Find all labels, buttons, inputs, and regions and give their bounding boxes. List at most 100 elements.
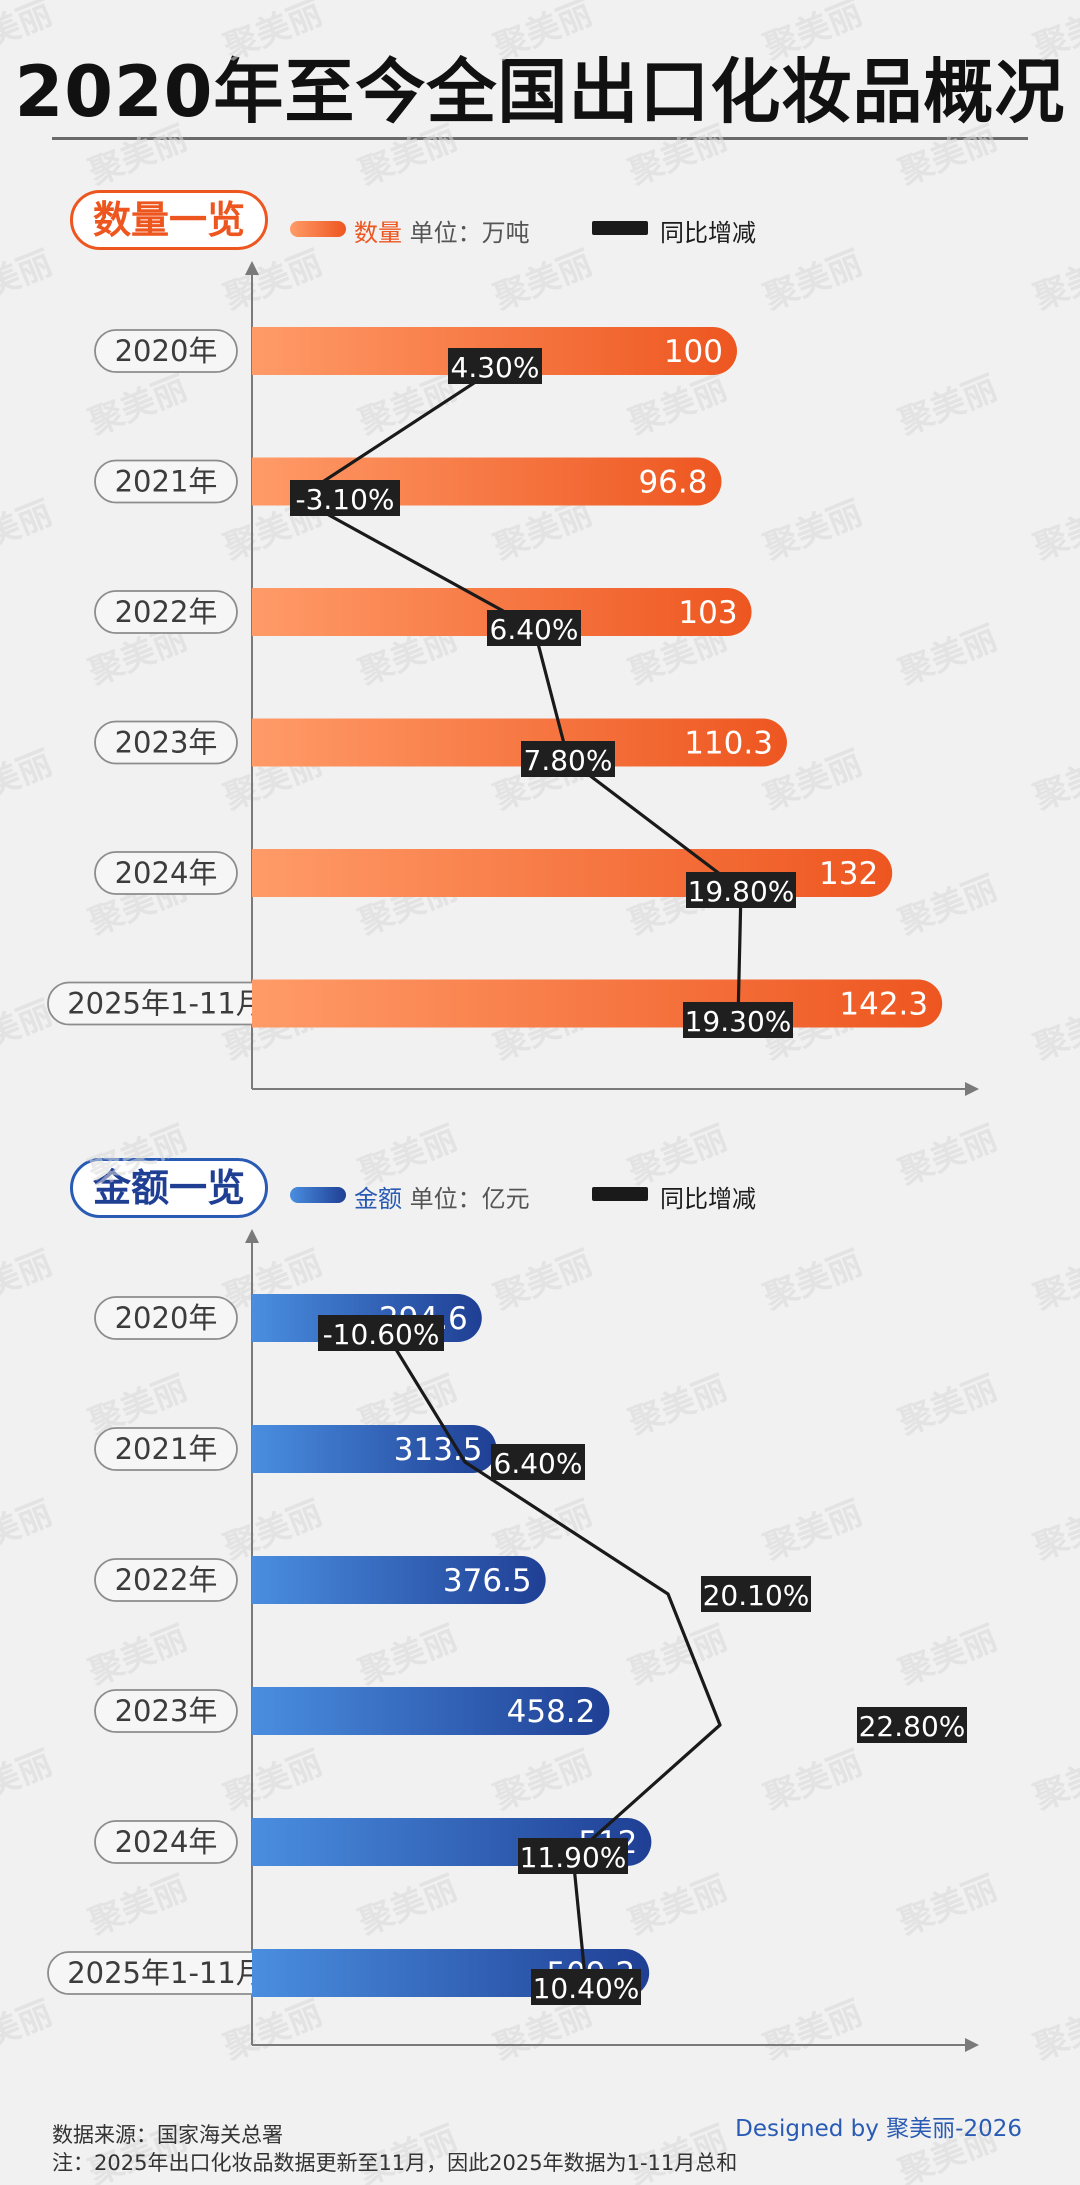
quantity-bar bbox=[252, 849, 893, 897]
amount-bar-value: 313.5 bbox=[394, 1432, 483, 1468]
watermark-text: 聚美丽 bbox=[1027, 993, 1080, 1069]
watermark-text: 聚美丽 bbox=[0, 0, 58, 69]
watermark-text: 聚美丽 bbox=[487, 243, 597, 319]
watermark-text: 聚美丽 bbox=[1027, 1243, 1080, 1319]
quantity-panel-badge: 数量一览 bbox=[70, 190, 269, 250]
watermark-text: 聚美丽 bbox=[0, 1993, 58, 2069]
watermark-text: 聚美丽 bbox=[0, 1743, 58, 1819]
watermark-text: 聚美丽 bbox=[892, 1368, 1002, 1444]
watermark-text: 聚美丽 bbox=[0, 1243, 58, 1319]
watermark-text: 聚美丽 bbox=[217, 243, 327, 319]
quantity-change-label-box bbox=[487, 610, 581, 646]
amount-change-label-box bbox=[318, 1315, 444, 1351]
amount-change-label: 20.10% bbox=[703, 1579, 810, 1612]
amount-bar bbox=[252, 1425, 497, 1473]
watermark-text: 聚美丽 bbox=[217, 0, 327, 69]
watermark-text: 聚美丽 bbox=[622, 368, 732, 444]
quantity-change-label: 19.30% bbox=[685, 1005, 792, 1038]
watermark-text: 聚美丽 bbox=[0, 743, 58, 819]
amount-category-pill bbox=[94, 1689, 238, 1733]
amount-change-label: 11.90% bbox=[520, 1841, 627, 1874]
amount-panel-badge: 金额一览 bbox=[70, 1158, 269, 1218]
watermark-text: 聚美丽 bbox=[487, 1743, 597, 1819]
amount-legend-unit: 单位：亿元 bbox=[409, 1185, 530, 1213]
amount-category-pill bbox=[94, 1427, 238, 1471]
watermark-text: 聚美丽 bbox=[352, 1868, 462, 1944]
watermark-text: 聚美丽 bbox=[757, 1243, 867, 1319]
quantity-category-pill bbox=[94, 590, 238, 634]
quantity-legend-unit: 单位：万吨 bbox=[409, 219, 530, 247]
amount-change-label: -10.60% bbox=[323, 1318, 440, 1351]
watermark-text: 聚美丽 bbox=[1027, 743, 1080, 819]
quantity-change-label: 4.30% bbox=[451, 351, 540, 384]
watermark-text: 聚美丽 bbox=[892, 1118, 1002, 1194]
amount-legend: 金额 单位：亿元 bbox=[354, 1179, 530, 1214]
amount-bar-value: 458.2 bbox=[507, 1694, 596, 1730]
watermark-text: 聚美丽 bbox=[82, 1868, 192, 1944]
quantity-change-label-box bbox=[683, 1002, 793, 1038]
watermark-text: 聚美丽 bbox=[82, 118, 192, 194]
quantity-chart: 2020年 100 2021年 96.8 2022年 103 2023年 110.3 2024年… bbox=[47, 261, 979, 1096]
quantity-legend: 数量 单位：万吨 bbox=[354, 213, 530, 248]
watermark-text: 聚美丽 bbox=[0, 493, 58, 569]
watermark-text: 聚美丽 bbox=[487, 1243, 597, 1319]
amount-change-legend: 同比增减 bbox=[660, 1185, 756, 1213]
watermark-text: 聚美丽 bbox=[82, 1618, 192, 1694]
watermark-text: 聚美丽 bbox=[757, 1743, 867, 1819]
watermark-text: 聚美丽 bbox=[1027, 0, 1080, 69]
watermark-text: 聚美丽 bbox=[82, 1118, 192, 1194]
watermark-text: 聚美丽 bbox=[622, 1118, 732, 1194]
quantity-change-label: 7.80% bbox=[524, 744, 613, 777]
amount-change-label-box bbox=[491, 1444, 585, 1480]
amount-category-pill bbox=[94, 1296, 238, 1340]
watermark-text: 聚美丽 bbox=[352, 1118, 462, 1194]
quantity-change-label-box bbox=[521, 741, 615, 777]
quantity-change-label: 6.40% bbox=[490, 613, 579, 646]
watermark-text: 聚美丽 bbox=[1027, 1493, 1080, 1569]
quantity-category-pill bbox=[94, 459, 238, 504]
designed-by-credit: Designed by 聚美丽-2026 bbox=[735, 2116, 1022, 2142]
quantity-change-label: -3.10% bbox=[295, 483, 394, 516]
watermark-text: 聚美丽 bbox=[1027, 493, 1080, 569]
quantity-change-line bbox=[296, 364, 743, 1021]
amount-category-label: 2021年 bbox=[115, 1432, 218, 1466]
amount-change-line bbox=[384, 1332, 722, 1988]
amount-change-label-box bbox=[701, 1576, 811, 1612]
watermark-text: 聚美丽 bbox=[892, 618, 1002, 694]
quantity-bar-value: 96.8 bbox=[638, 465, 707, 501]
quantity-change-legend: 同比增减 bbox=[660, 219, 756, 247]
watermark-text: 聚美丽 bbox=[352, 368, 462, 444]
quantity-legend-series: 数量 bbox=[354, 219, 402, 247]
quantity-bar-value: 110.3 bbox=[684, 726, 773, 762]
watermark-text: 聚美丽 bbox=[757, 243, 867, 319]
amount-bar-value: 376.5 bbox=[443, 1563, 532, 1599]
watermark-text: 聚美丽 bbox=[892, 368, 1002, 444]
amount-change-label: 6.40% bbox=[494, 1447, 583, 1480]
watermark-text: 聚美丽 bbox=[352, 1618, 462, 1694]
quantity-change-label-box bbox=[290, 480, 400, 516]
quantity-category-pill bbox=[94, 329, 238, 373]
amount-category-pill bbox=[94, 1820, 238, 1864]
amount-legend-swatch bbox=[290, 1187, 346, 1203]
quantity-bar-value: 100 bbox=[664, 334, 723, 370]
watermark-text: 聚美丽 bbox=[622, 118, 732, 194]
amount-category-label: 2020年 bbox=[115, 1301, 218, 1335]
watermark-text: 聚美丽 bbox=[352, 118, 462, 194]
amount-chart: 2020年294.62021年313.52022年376.52023年458.2… bbox=[47, 1229, 979, 2052]
amount-change-label-box bbox=[857, 1707, 967, 1743]
amount-change-legend-swatch bbox=[592, 1187, 648, 1201]
amount-category-label: 2022年 bbox=[115, 1563, 218, 1597]
quantity-bar-value: 103 bbox=[678, 595, 737, 631]
amount-category-label: 2024年 bbox=[115, 1825, 218, 1859]
watermark-text: 聚美丽 bbox=[892, 1618, 1002, 1694]
watermark-text: 聚美丽 bbox=[622, 1368, 732, 1444]
watermark-text: 聚美丽 bbox=[757, 1493, 867, 1569]
watermark-text: 聚美丽 bbox=[892, 868, 1002, 944]
amount-category-pill bbox=[94, 1558, 238, 1602]
quantity-category-pill bbox=[94, 851, 238, 895]
amount-change-label: 10.40% bbox=[533, 1972, 640, 2005]
amount-change-label-box bbox=[518, 1838, 628, 1874]
watermark-text: 聚美丽 bbox=[0, 1493, 58, 1569]
quantity-category-pill bbox=[94, 720, 238, 765]
quantity-category-label: 2021年 bbox=[115, 465, 218, 499]
